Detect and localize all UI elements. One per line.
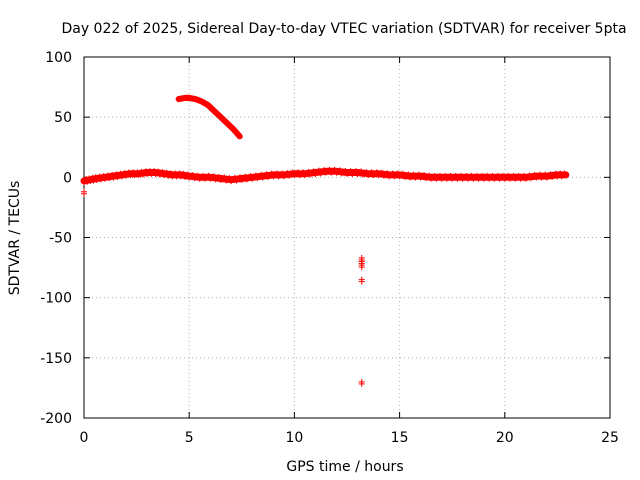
y-tick-label: -150 (40, 351, 72, 367)
data-point (184, 171, 191, 178)
data-point (358, 264, 365, 271)
data-point (109, 171, 116, 178)
data-point (421, 172, 428, 179)
data-point (96, 173, 103, 180)
y-tick-label: 100 (45, 50, 72, 66)
data-point (363, 169, 370, 176)
data-point (138, 168, 145, 175)
x-tick-label: 5 (185, 430, 194, 446)
y-tick-label: -100 (40, 291, 72, 307)
data-point (104, 172, 111, 179)
data-point (358, 168, 365, 175)
data-point (560, 171, 567, 178)
x-tick-label: 10 (285, 430, 303, 446)
data-point (400, 170, 407, 177)
data-point (100, 173, 107, 180)
y-tick-label: 50 (54, 110, 72, 126)
data-points (80, 94, 570, 387)
data-point (558, 173, 565, 180)
data-point (561, 170, 568, 177)
data-point (113, 171, 120, 178)
data-point (384, 170, 391, 177)
y-tick-label: -50 (49, 231, 72, 247)
data-point (81, 190, 87, 197)
series-descending-arc (175, 94, 243, 140)
grid (84, 57, 610, 418)
data-point (405, 171, 412, 178)
series-main-band (80, 166, 570, 186)
x-tick-label: 0 (80, 430, 89, 446)
y-tick-label: 0 (63, 170, 72, 186)
data-point (210, 173, 217, 180)
plot-frame (83, 56, 611, 419)
data-point (121, 170, 128, 177)
y-tick-label: -200 (40, 411, 72, 427)
data-point (342, 167, 349, 174)
data-point (358, 380, 365, 387)
x-tick-label: 25 (601, 430, 619, 446)
axis-ticks: 0 5 10 15 20 25 -200 -150 -100 -50 0 50 100 (40, 50, 619, 446)
data-point (226, 175, 233, 182)
data-point (235, 132, 242, 139)
data-point (194, 172, 201, 179)
x-tick-label: 20 (496, 430, 514, 446)
data-point (234, 131, 241, 138)
data-point (426, 172, 433, 179)
data-point (358, 278, 365, 285)
data-point (379, 169, 386, 176)
chart-title: Day 022 of 2025, Sidereal Day-to-day VTE… (61, 21, 626, 37)
data-point (216, 173, 223, 180)
x-tick-label: 15 (391, 430, 409, 446)
data-point (117, 170, 124, 177)
data-point (336, 167, 343, 174)
data-point (221, 174, 228, 181)
data-point (189, 172, 196, 179)
x-axis-label: GPS time / hours (286, 459, 403, 475)
y-axis-label: SDTVAR / TECUs (7, 181, 23, 296)
series-outliers (81, 188, 365, 387)
